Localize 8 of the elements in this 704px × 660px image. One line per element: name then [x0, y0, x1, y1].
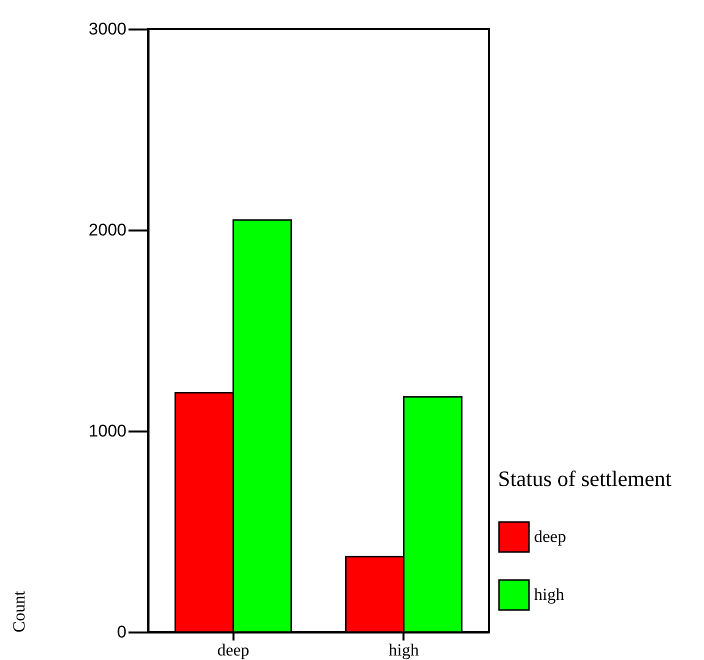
legend-label: deep [534, 527, 566, 546]
legend-title: Status of settlement [498, 466, 672, 491]
y-tick-label: 3000 [88, 20, 126, 38]
y-tick-label: 1000 [88, 422, 126, 440]
legend-label: high [534, 585, 565, 604]
y-axis-title: Count [10, 590, 29, 632]
y-tick-label: 2000 [88, 220, 126, 240]
y-tick-label: 0 [117, 622, 126, 642]
